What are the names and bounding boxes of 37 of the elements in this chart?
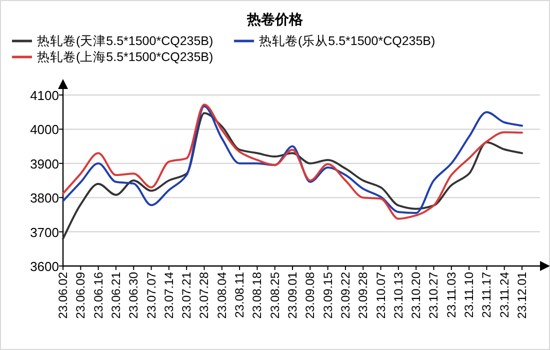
y-tick-label: 3600	[30, 259, 59, 274]
x-tick-label: 23.11.17	[480, 272, 494, 318]
x-tick-label: 23.07.14	[162, 272, 176, 319]
chart-title: 热卷价格	[246, 11, 304, 27]
legend-label: 热轧卷(天津5.5*1500*CQ235B)	[37, 34, 214, 48]
x-tick-label: 23.10.27	[426, 272, 441, 319]
x-tick-label: 23.06.21	[108, 272, 123, 319]
y-tick-label: 4000	[30, 122, 59, 138]
x-tick-label: 23.08.04	[214, 272, 229, 319]
x-tick-label: 23.09.08	[303, 272, 318, 319]
x-tick-label: 23.11.24	[497, 272, 512, 318]
x-tick-label: 23.08.18	[250, 272, 264, 319]
x-tick-label: 23.12.01	[515, 272, 529, 319]
x-tick-label: 23.08.11	[232, 272, 247, 318]
x-tick-label: 23.10.20	[409, 272, 424, 319]
y-tick-label: 3900	[30, 156, 59, 172]
y-tick-label: 3700	[30, 224, 59, 240]
x-tick-label: 23.06.09	[74, 272, 88, 319]
x-tick-label: 23.06.02	[56, 272, 70, 319]
x-tick-label: 23.06.30	[126, 272, 141, 319]
x-tick-label: 23.07.28	[197, 272, 212, 319]
y-tick-label: 4100	[30, 88, 59, 103]
x-tick-label: 23.10.13	[391, 272, 406, 319]
x-tick-label: 23.07.07	[144, 272, 158, 319]
x-tick-label: 23.09.15	[320, 272, 335, 319]
x-tick-label: 23.11.10	[462, 272, 476, 318]
x-tick-label: 23.09.22	[338, 272, 352, 319]
x-tick-label: 23.11.03	[444, 272, 458, 318]
x-tick-label: 23.07.21	[180, 272, 194, 319]
x-tick-label: 23.09.28	[356, 272, 370, 319]
legend-label: 热轧卷(上海5.5*1500*CQ235B)	[37, 50, 214, 64]
x-tick-label: 23.08.25	[268, 272, 282, 319]
x-tick-label: 23.10.07	[374, 272, 388, 319]
y-tick-label: 3800	[30, 190, 59, 206]
legend-label: 热轧卷(乐从5.5*1500*CQ235B)	[259, 34, 436, 48]
x-tick-label: 23.06.16	[91, 272, 106, 319]
x-tick-label: 23.09.01	[286, 272, 300, 319]
